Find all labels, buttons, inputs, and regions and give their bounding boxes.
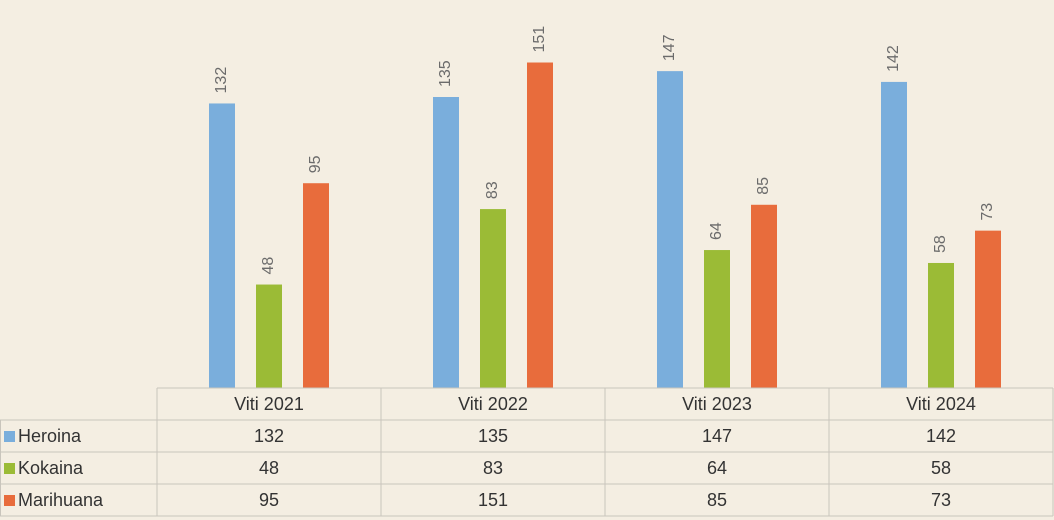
bar <box>928 262 954 388</box>
value-label: 58 <box>932 235 949 253</box>
bar <box>704 250 730 388</box>
bar <box>751 204 777 388</box>
legend-label: Heroina <box>18 426 82 446</box>
x-tick-label: Viti 2021 <box>234 394 304 414</box>
table-cell: 73 <box>931 490 951 510</box>
bar <box>975 230 1001 388</box>
table-cell: 58 <box>931 458 951 478</box>
x-tick-label: Viti 2022 <box>458 394 528 414</box>
table-cell: 132 <box>254 426 284 446</box>
value-label: 132 <box>213 67 230 94</box>
value-label: 85 <box>755 177 772 195</box>
value-label: 73 <box>979 203 996 221</box>
bar <box>527 62 553 389</box>
table-cell: 48 <box>259 458 279 478</box>
table-cell: 135 <box>478 426 508 446</box>
value-label: 64 <box>708 222 725 240</box>
table-cell: 64 <box>707 458 727 478</box>
legend-swatch <box>4 431 15 442</box>
bar <box>209 103 235 388</box>
value-label: 147 <box>661 34 678 61</box>
table-cell: 85 <box>707 490 727 510</box>
bar <box>480 209 506 388</box>
table-cell: 142 <box>926 426 956 446</box>
bar <box>657 71 683 388</box>
table-cell: 83 <box>483 458 503 478</box>
value-label: 142 <box>885 45 902 72</box>
value-label: 135 <box>437 60 454 87</box>
value-label: 95 <box>307 155 324 173</box>
x-tick-label: Viti 2024 <box>906 394 976 414</box>
bar <box>303 183 329 388</box>
bar <box>256 284 282 388</box>
table-cell: 151 <box>478 490 508 510</box>
legend-swatch <box>4 463 15 474</box>
value-label: 48 <box>260 257 277 275</box>
value-label: 151 <box>531 26 548 53</box>
legend-label: Kokaina <box>18 458 84 478</box>
legend-label: Marihuana <box>18 490 104 510</box>
legend-swatch <box>4 495 15 506</box>
table-cell: 147 <box>702 426 732 446</box>
table-cell: 95 <box>259 490 279 510</box>
x-tick-label: Viti 2023 <box>682 394 752 414</box>
bar <box>433 97 459 388</box>
value-label: 83 <box>484 181 501 199</box>
bar <box>881 81 907 389</box>
